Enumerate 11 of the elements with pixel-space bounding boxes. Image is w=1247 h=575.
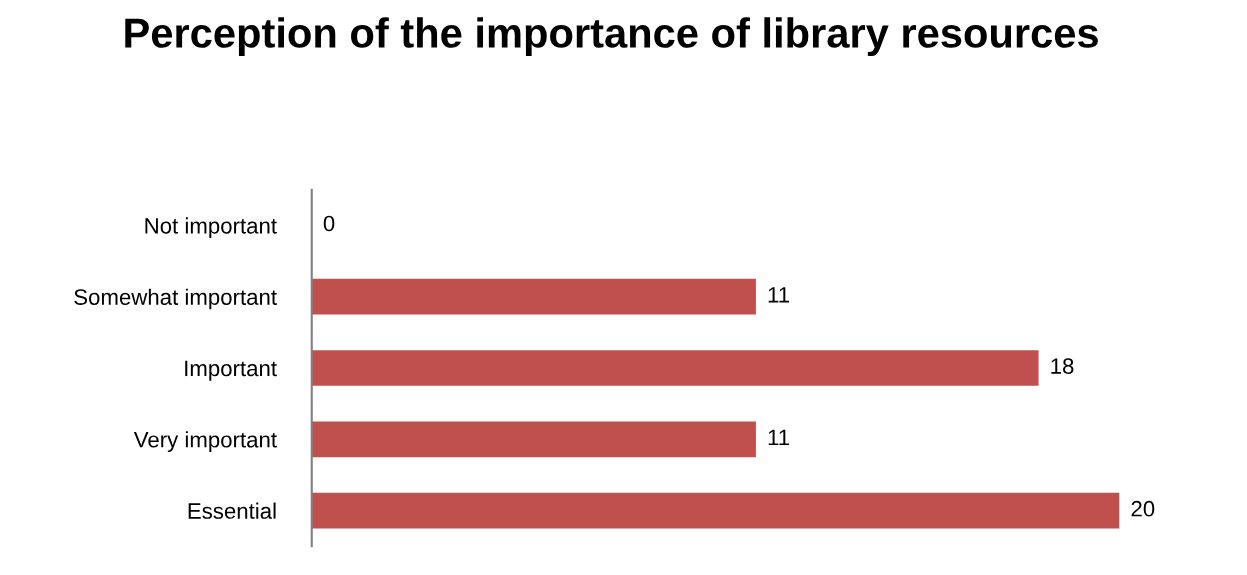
data-label: 11 [768, 287, 790, 303]
data-label: 0 [323, 215, 335, 232]
y-tick-label: Not important [145, 217, 277, 239]
data-label: 11 [768, 429, 790, 446]
y-tick-label: Very important [133, 431, 277, 452]
data-label: 20 [1131, 500, 1155, 517]
y-tick-label: Essential [188, 502, 276, 519]
y-tick-label: Important [185, 360, 277, 381]
chart-title: Perception of the importance of library resources [125, 17, 1098, 57]
y-tick-label: Somewhat important [74, 288, 277, 310]
data-label: 18 [1051, 358, 1074, 374]
